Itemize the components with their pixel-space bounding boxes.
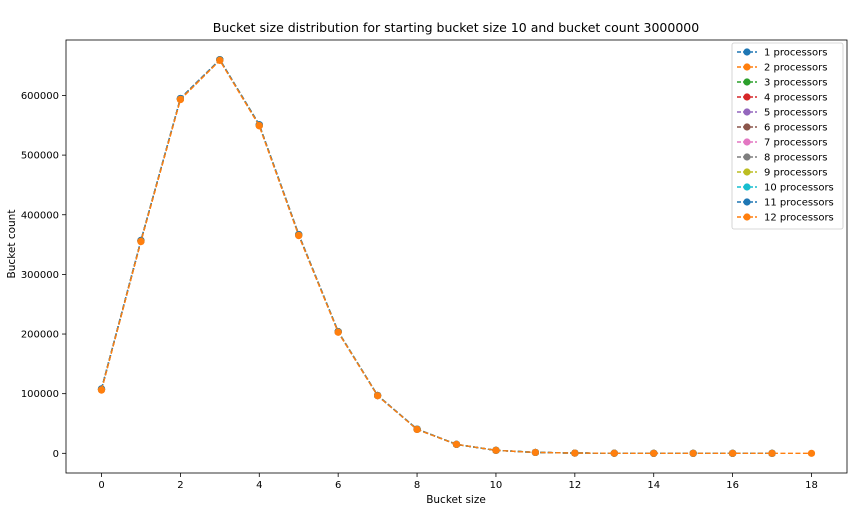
legend-swatch-marker: [743, 48, 751, 56]
legend-label: 3 processors: [764, 78, 827, 89]
data-point: [452, 440, 461, 448]
legend-item: 10 processors: [737, 183, 834, 194]
legend-item: 1 processors: [737, 48, 827, 59]
x-tick-label: 2: [177, 480, 183, 491]
plot-area: 0 2 4 6 8 10 12 14 16 18 0 100000 200000 300000 400000…: [21, 39, 848, 491]
axes-frame: [65, 39, 848, 474]
legend-item: 11 processors: [737, 198, 834, 209]
legend-item: 3 processors: [737, 78, 827, 89]
legend-item: 5 processors: [737, 108, 827, 119]
x-tick-label: 0: [98, 480, 104, 491]
legend-item: 12 processors: [737, 213, 834, 224]
legend-swatch-marker: [743, 108, 751, 116]
legend-box: [731, 42, 844, 230]
y-tick-label: 100000: [21, 389, 59, 400]
chart-title: Bucket size distribution for starting bu…: [213, 20, 699, 35]
data-point: [768, 449, 776, 457]
y-tick-label: 300000: [21, 270, 59, 281]
data-point: [571, 449, 579, 457]
y-tick-label: 0: [53, 449, 59, 460]
data-point: [729, 449, 737, 457]
legend-swatch-marker: [743, 63, 751, 71]
legend-swatch-marker: [743, 93, 751, 101]
data-point: [255, 121, 263, 130]
legend-swatch-marker: [743, 168, 751, 176]
legend-swatch-marker: [743, 198, 751, 206]
data-point: [334, 328, 342, 336]
legend-item: 7 processors: [737, 138, 827, 149]
legend-swatch-marker: [743, 183, 751, 191]
legend-swatch-marker: [743, 153, 751, 161]
y-tick-label: 200000: [21, 330, 59, 341]
legend-swatch-marker: [743, 213, 751, 221]
data-point: [295, 231, 303, 239]
legend-label: 12 processors: [764, 213, 834, 224]
legend-item: 8 processors: [737, 153, 827, 164]
legend-label: 5 processors: [764, 108, 827, 119]
legend-label: 7 processors: [764, 138, 827, 149]
x-tick-label: 10: [490, 480, 503, 491]
data-point: [374, 392, 382, 400]
data-point: [610, 449, 618, 457]
legend: 1 processors 2 processors 3 processors 4 pr…: [731, 42, 844, 230]
x-tick-label: 6: [335, 480, 341, 491]
data-point: [137, 237, 145, 245]
data-point: [650, 449, 658, 457]
legend-item: 4 processors: [737, 93, 827, 104]
data-point: [689, 449, 697, 457]
legend-label: 9 processors: [764, 168, 827, 179]
legend-label: 11 processors: [764, 198, 834, 209]
x-tick-label: 14: [647, 480, 660, 491]
legend-label: 2 processors: [764, 63, 827, 74]
legend-label: 1 processors: [764, 48, 827, 59]
legend-label: 10 processors: [764, 183, 834, 194]
y-tick-label: 500000: [21, 151, 59, 162]
data-point: [531, 448, 539, 457]
x-tick-label: 18: [805, 480, 818, 491]
y-axis-label: Bucket count: [6, 210, 18, 279]
legend-item: 6 processors: [737, 123, 827, 134]
x-tick-label: 8: [414, 480, 420, 491]
legend-label: 8 processors: [764, 153, 827, 164]
x-tick-label: 4: [256, 480, 262, 491]
data-point: [97, 386, 106, 394]
data-point: [413, 425, 421, 434]
series-line: [100, 59, 773, 455]
legend-swatch-marker: [743, 138, 751, 146]
legend-label: 4 processors: [764, 93, 827, 104]
series-12: [97, 56, 776, 457]
data-point: [176, 95, 184, 103]
legend-swatch-marker: [743, 78, 751, 86]
legend-swatch-marker: [743, 123, 751, 131]
x-tick-label: 12: [568, 480, 581, 491]
x-axis-label: Bucket size: [426, 494, 486, 506]
data-point: [492, 446, 500, 454]
data-point: [216, 56, 224, 64]
y-tick-label: 400000: [21, 210, 59, 221]
legend-item: 2 processors: [737, 63, 827, 74]
y-tick-label: 600000: [21, 91, 59, 102]
x-tick-label: 16: [726, 480, 739, 491]
legend-label: 6 processors: [764, 123, 827, 134]
legend-item: 9 processors: [737, 168, 827, 179]
data-point: [807, 449, 816, 457]
